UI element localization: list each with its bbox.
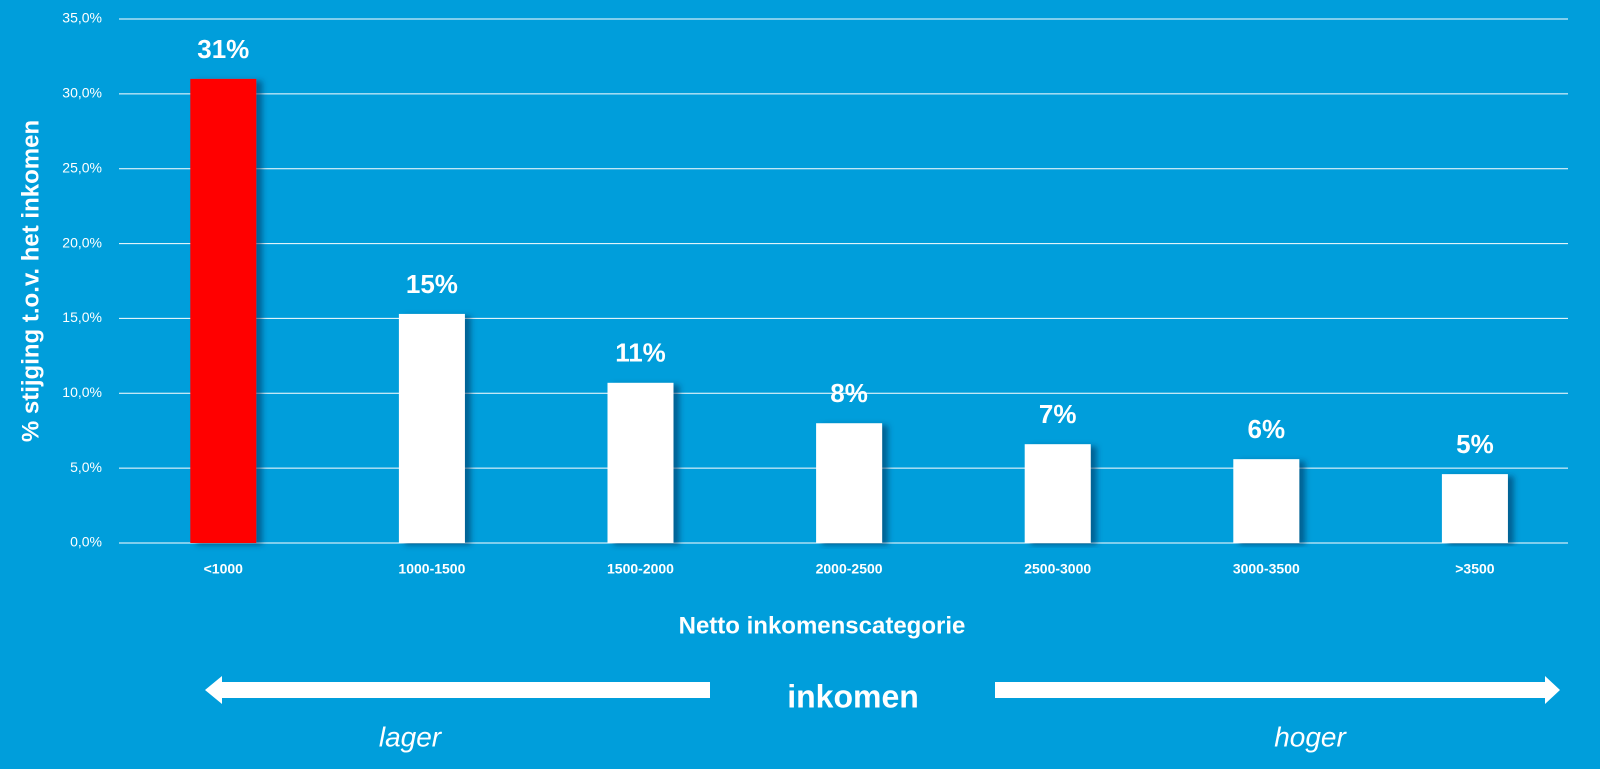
y-tick-label: 20,0% — [62, 234, 102, 250]
x-axis-title: Netto inkomenscategorie — [679, 612, 966, 639]
value-label: 5% — [1456, 429, 1494, 459]
value-label: 7% — [1039, 399, 1077, 429]
value-label: 6% — [1248, 414, 1286, 444]
y-tick-label: 30,0% — [62, 85, 102, 101]
bar — [607, 382, 674, 543]
x-tick-label: 2000-2500 — [816, 561, 883, 577]
x-tick-label: <1000 — [204, 561, 244, 577]
annotation: inkomen — [787, 678, 919, 714]
arrow-right — [995, 676, 1560, 704]
bar — [816, 423, 883, 543]
y-tick-label: 15,0% — [62, 309, 102, 325]
y-tick-label: 35,0% — [62, 10, 102, 26]
value-label: 8% — [830, 378, 868, 408]
y-tick-label: 10,0% — [62, 384, 102, 400]
bar — [1233, 459, 1300, 543]
x-tick-label: 3000-3500 — [1233, 561, 1300, 577]
bar — [1024, 444, 1091, 543]
x-tick-label: 1000-1500 — [398, 561, 465, 577]
y-tick-label: 5,0% — [70, 459, 102, 475]
annotation: lager — [379, 721, 443, 752]
y-tick-label: 0,0% — [70, 534, 102, 550]
annotation: hoger — [1274, 721, 1347, 752]
x-tick-label: 2500-3000 — [1024, 561, 1091, 577]
x-tick-label: >3500 — [1455, 561, 1495, 577]
bar — [398, 313, 465, 543]
arrow-left — [205, 676, 710, 704]
value-label: 11% — [615, 338, 666, 368]
bar — [190, 78, 257, 543]
y-axis-title: % stijging t.o.v. het inkomen — [17, 120, 44, 442]
y-tick-label: 25,0% — [62, 159, 102, 175]
value-label: 31% — [197, 34, 249, 64]
bar — [1441, 474, 1508, 543]
value-label: 15% — [406, 269, 458, 299]
x-tick-label: 1500-2000 — [607, 561, 674, 577]
